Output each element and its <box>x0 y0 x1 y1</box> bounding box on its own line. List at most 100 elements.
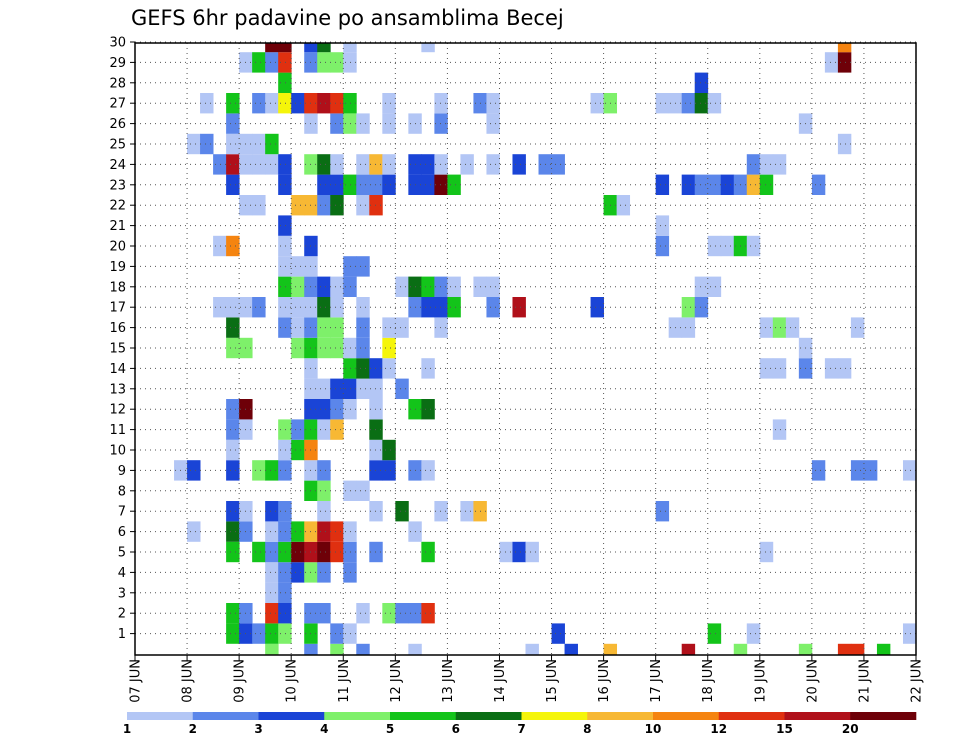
heat-cell <box>265 460 279 481</box>
heat-cell <box>330 52 344 73</box>
heat-cell <box>317 317 331 338</box>
x-axis: 07 JUN 08 JUN 09 JUN 10 JUN 11 JUN 12 JUN 13 J… <box>129 655 925 703</box>
y-tick-label: 15 <box>109 342 126 357</box>
heat-cell <box>837 43 852 53</box>
heat-cell <box>278 72 292 93</box>
heat-cell <box>356 195 370 216</box>
heat-cell <box>590 297 604 318</box>
heat-cell <box>252 541 266 563</box>
heat-cell <box>317 337 331 359</box>
heat-cell <box>226 603 240 624</box>
heat-cell <box>421 297 435 318</box>
heat-cell <box>291 439 305 461</box>
heat-cell <box>486 297 500 318</box>
heat-cell <box>356 113 370 134</box>
heat-cell <box>278 256 292 277</box>
heat-cell <box>369 154 383 175</box>
heat-cell <box>278 460 292 481</box>
heat-cell <box>278 562 292 583</box>
heat-cell <box>434 501 448 522</box>
y-tick-label: 19 <box>109 260 126 275</box>
heat-cell <box>330 317 344 338</box>
heat-cell <box>317 521 331 542</box>
legend-label: 1 <box>123 722 131 736</box>
heat-cell <box>434 317 448 338</box>
heat-cell <box>369 399 383 420</box>
heat-cell <box>447 276 461 297</box>
heat-cell <box>278 215 292 236</box>
heat-cell <box>382 93 396 114</box>
heat-cell <box>343 174 357 195</box>
heat-cell <box>343 399 357 420</box>
heat-cell <box>655 93 670 114</box>
heat-cell <box>291 562 305 583</box>
heat-cell <box>226 541 240 563</box>
heat-cell <box>330 93 344 114</box>
heat-cell <box>226 235 240 257</box>
x-tick-label: 13 JUN <box>441 659 456 703</box>
legend-swatch <box>850 712 917 720</box>
x-tick-label: 15 JUN <box>545 659 560 703</box>
heat-cell <box>356 174 370 195</box>
heat-cell <box>356 297 370 318</box>
heat-cell <box>278 52 292 73</box>
heat-cell <box>343 358 357 379</box>
heat-cell <box>226 297 240 318</box>
heat-cell <box>811 460 826 481</box>
heat-cell <box>759 174 774 195</box>
legend-swatch <box>127 712 194 720</box>
chart-title: GEFS 6hr padavine po ansamblima Becej <box>131 6 564 30</box>
heat-cell <box>369 419 383 440</box>
legend-swatch <box>390 712 457 720</box>
heat-cell <box>265 603 279 624</box>
y-tick-label: 3 <box>118 586 126 601</box>
heat-cell <box>317 480 331 501</box>
heat-cell <box>824 52 839 73</box>
heat-cell <box>525 643 539 655</box>
heat-cell <box>317 276 331 297</box>
y-tick-label: 22 <box>109 199 126 214</box>
heat-cell <box>278 521 292 542</box>
heat-cell <box>733 643 748 655</box>
heat-cell <box>278 317 292 338</box>
heat-cell <box>304 43 318 53</box>
heat-cell <box>226 399 240 420</box>
heat-cell <box>226 521 240 542</box>
heat-cell <box>902 623 916 644</box>
y-tick-label: 30 <box>109 36 126 51</box>
legend-label: 10 <box>645 722 662 736</box>
heat-cell <box>421 43 435 53</box>
heat-cell <box>447 174 461 195</box>
heat-cell <box>564 643 578 655</box>
heat-cell <box>850 317 865 338</box>
heat-cell <box>265 52 279 73</box>
heat-cell <box>226 439 240 461</box>
heat-cell <box>330 643 344 655</box>
heat-cell <box>252 133 266 155</box>
heat-cell <box>850 643 865 655</box>
x-tick-label: 09 JUN <box>233 659 248 703</box>
heat-cell <box>317 603 331 624</box>
y-tick-label: 4 <box>118 566 126 581</box>
heat-cell <box>707 93 722 114</box>
heat-cell <box>278 297 292 318</box>
heat-cell <box>317 52 331 73</box>
y-tick-label: 28 <box>109 76 126 91</box>
x-tick-label: 18 JUN <box>701 659 716 703</box>
x-tick-label: 21 JUN <box>857 659 872 703</box>
heat-cell <box>213 154 227 175</box>
heat-cell <box>291 297 305 318</box>
heat-cell <box>356 337 370 359</box>
heat-cell <box>304 643 318 655</box>
heat-cell <box>356 358 370 379</box>
y-tick-label: 25 <box>109 138 126 153</box>
heat-cell <box>746 174 761 195</box>
heat-cell <box>837 358 852 379</box>
heat-cell <box>525 541 539 563</box>
heat-cell <box>824 358 839 379</box>
legend-swatch <box>324 712 391 720</box>
heat-cell <box>837 643 852 655</box>
heat-cell <box>460 154 474 175</box>
heat-cell <box>382 317 396 338</box>
heat-cell <box>395 501 409 522</box>
